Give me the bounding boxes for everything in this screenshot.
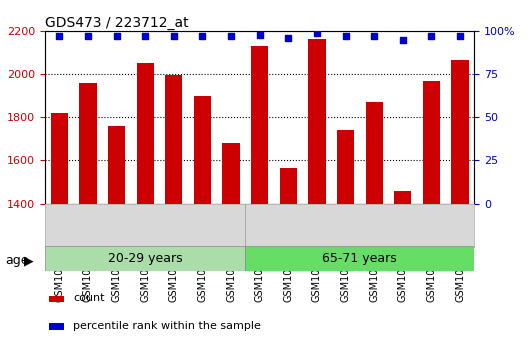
Point (341, 33, 350, 39)
Point (313, 30, 321, 36)
Bar (45, 246, 245, 271)
Point (55, 33, 64, 39)
Bar (223, 143, 240, 345)
Bar (280, 168, 297, 345)
Bar (165, 75, 182, 345)
Point (112, 33, 121, 39)
Bar (366, 102, 383, 345)
Point (141, 33, 149, 39)
Bar (423, 81, 440, 345)
Bar (51, 113, 68, 345)
Point (170, 33, 178, 39)
Bar (49, 323, 64, 330)
Point (284, 35, 293, 41)
Point (227, 33, 235, 39)
Bar (80, 83, 96, 345)
Bar (337, 130, 354, 345)
Text: count: count (73, 293, 104, 303)
Point (84, 33, 92, 39)
Bar (137, 63, 154, 345)
Point (456, 33, 464, 39)
Bar (394, 190, 411, 345)
Bar (108, 126, 125, 345)
Point (198, 33, 207, 39)
Bar (452, 60, 469, 345)
Text: percentile rank within the sample: percentile rank within the sample (73, 321, 261, 331)
Text: ▶: ▶ (24, 254, 33, 267)
Text: 65-71 years: 65-71 years (322, 252, 398, 265)
Point (399, 37, 407, 42)
Bar (194, 96, 211, 345)
Text: age: age (5, 254, 29, 267)
Text: 20-29 years: 20-29 years (108, 252, 182, 265)
Point (370, 33, 378, 39)
Bar (245, 246, 474, 271)
Point (427, 33, 436, 39)
Bar (251, 46, 268, 345)
Bar (49, 296, 64, 302)
Point (255, 32, 264, 37)
Text: GDS473 / 223712_at: GDS473 / 223712_at (45, 16, 189, 30)
Bar (308, 39, 325, 345)
